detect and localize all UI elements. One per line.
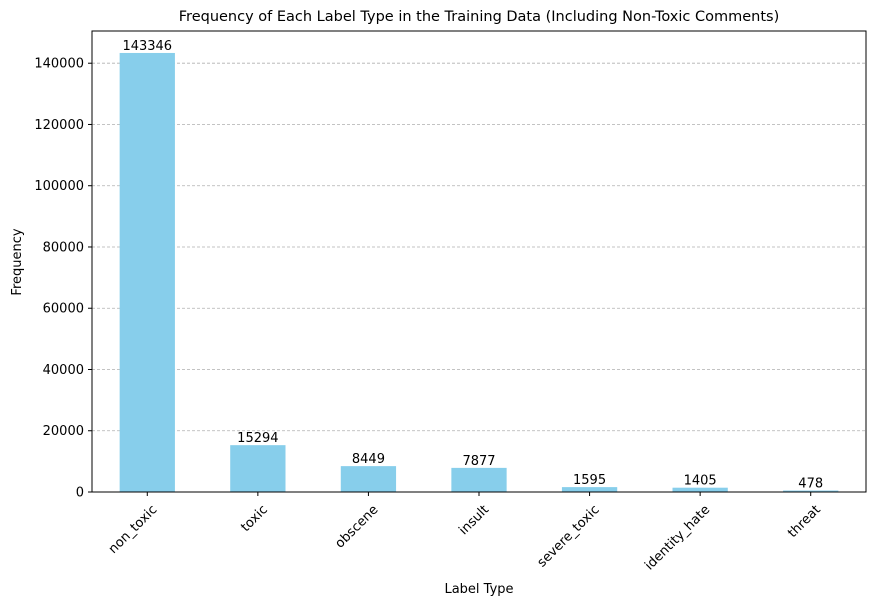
y-axis-label: Frequency	[10, 228, 25, 295]
bar-non_toxic	[119, 52, 175, 493]
y-axis-ticks: 0 20000 40000 60000 80000 100000 120000 140000	[34, 57, 92, 501]
y-tick-label: 100000	[34, 179, 84, 194]
bar-value-label: 478	[798, 477, 823, 492]
bar-toxic	[230, 445, 286, 492]
bar-value-label: 1405	[684, 474, 717, 489]
x-axis-ticks: non_toxic toxic obscene insult severe_toxic i…	[106, 492, 824, 573]
bar-identity_hate	[672, 487, 728, 492]
y-tick-label: 60000	[43, 302, 84, 317]
y-tick-label: 80000	[43, 240, 84, 255]
bar-value-label: 15294	[237, 431, 278, 446]
y-tick-label: 20000	[43, 424, 84, 439]
x-tick-label: insult	[456, 502, 492, 538]
x-axis-label: Label Type	[444, 582, 513, 597]
bar-value-label: 1595	[573, 473, 606, 488]
bar-obscene	[340, 466, 397, 492]
bar-value-label: 143346	[122, 39, 172, 54]
chart-title: Frequency of Each Label Type in the Trai…	[179, 9, 779, 25]
bars	[119, 52, 839, 493]
x-tick-label: toxic	[238, 502, 271, 535]
plot-frame	[91, 30, 867, 493]
x-tick-label: non_toxic	[106, 502, 160, 556]
y-tick-label: 120000	[34, 118, 84, 133]
x-tick-label: severe_toxic	[535, 502, 603, 570]
bar-value-label: 7877	[462, 454, 495, 469]
bar-value-labels: 143346 15294 8449 7877 1595 1405 478	[122, 39, 823, 492]
y-tick-label: 40000	[43, 363, 84, 378]
bar-insult	[451, 467, 507, 492]
x-tick-label: identity_hate	[642, 502, 713, 573]
y-gridlines	[92, 62, 866, 493]
bar-threat	[783, 490, 839, 492]
x-tick-label: obscene	[332, 502, 381, 551]
bar-value-label: 8449	[352, 452, 385, 467]
x-tick-label: threat	[785, 502, 824, 541]
y-tick-label: 0	[76, 486, 84, 501]
bar-severe_toxic	[561, 487, 618, 492]
y-tick-label: 140000	[34, 57, 84, 72]
